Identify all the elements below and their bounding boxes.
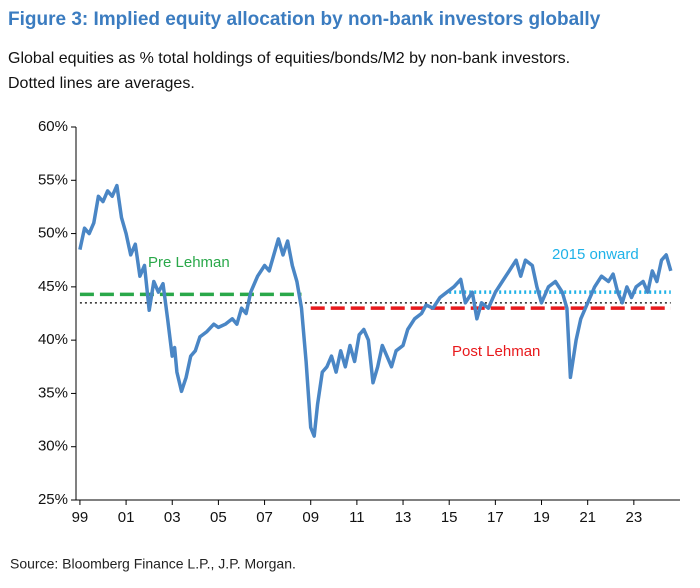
x-tick-label: 19 <box>533 509 550 526</box>
y-tick-label: 30% <box>38 438 68 455</box>
x-tick-label: 03 <box>164 509 181 526</box>
x-tick-label: 17 <box>487 509 504 526</box>
y-tick-label: 35% <box>38 384 68 401</box>
x-tick-label: 23 <box>625 509 642 526</box>
subtitle: Global equities as % total holdings of e… <box>8 50 570 67</box>
x-tick-label: 13 <box>395 509 412 526</box>
chart-title: Figure 3: Implied equity allocation by n… <box>8 9 601 30</box>
x-tick-label: 07 <box>256 509 273 526</box>
subtitle: Dotted lines are averages. <box>8 75 195 92</box>
x-tick-label: 11 <box>349 509 365 526</box>
x-tick-label: 09 <box>302 509 319 526</box>
y-tick-label: 45% <box>38 278 68 295</box>
x-tick-label: 15 <box>441 509 458 526</box>
annotation: Pre Lehman <box>148 254 230 271</box>
x-tick-label: 05 <box>210 509 227 526</box>
x-tick-label: 01 <box>118 509 135 526</box>
annotation: Post Lehman <box>452 343 540 360</box>
x-tick-label: 99 <box>72 509 89 526</box>
data-line <box>78 183 673 438</box>
y-tick-label: 55% <box>38 171 68 188</box>
y-tick-label: 60% <box>38 118 68 135</box>
y-tick-label: 25% <box>38 491 68 508</box>
y-tick-label: 50% <box>38 225 68 242</box>
x-tick-label: 21 <box>579 509 596 526</box>
source: Source: Bloomberg Finance L.P., J.P. Mor… <box>10 556 296 572</box>
y-tick-label: 40% <box>38 331 68 348</box>
annotation: 2015 onward <box>552 246 639 263</box>
